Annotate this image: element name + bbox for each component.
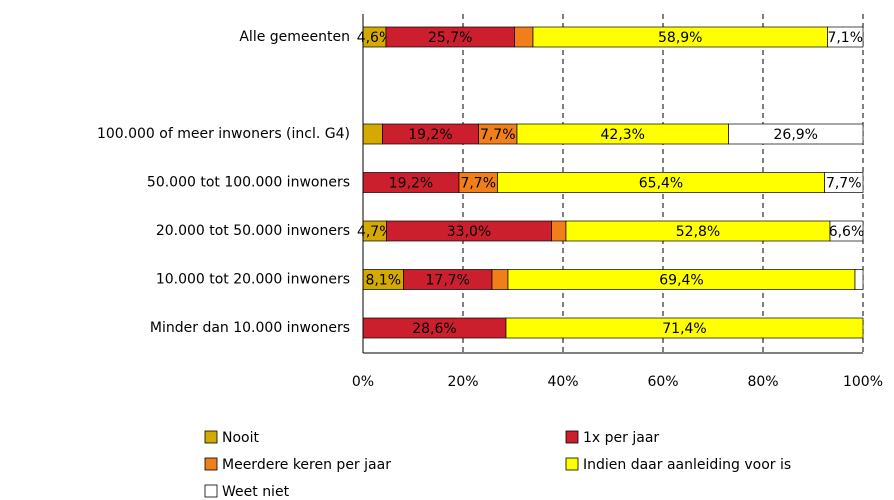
- legend-label: 1x per jaar: [583, 430, 659, 446]
- category-label: 10.000 tot 20.000 inwoners: [156, 272, 350, 288]
- bar-segment: [491, 269, 509, 290]
- bar-segment: [362, 123, 383, 145]
- legend-label: Weet niet: [222, 484, 290, 500]
- category-label: 100.000 of meer inwoners (incl. G4): [97, 126, 350, 142]
- legend-swatch: [204, 484, 218, 498]
- legend-label: Indien daar aanleiding voor is: [583, 457, 791, 473]
- data-label: 4,7%: [357, 224, 393, 240]
- data-label: 28,6%: [412, 321, 456, 337]
- data-label: 7,7%: [826, 176, 862, 192]
- bar-segment: [514, 26, 534, 48]
- legend-swatch: [565, 457, 579, 471]
- data-label: 4,6%: [357, 30, 393, 46]
- data-label: 7,7%: [460, 176, 496, 192]
- data-label: 65,4%: [639, 176, 683, 192]
- legend-swatch: [204, 430, 218, 444]
- category-label: 20.000 tot 50.000 inwoners: [156, 223, 350, 239]
- bar-segment: [829, 220, 864, 242]
- x-tick-label: 60%: [647, 374, 678, 390]
- category-label: 50.000 tot 100.000 inwoners: [147, 175, 350, 191]
- data-label: 42,3%: [601, 127, 645, 143]
- x-tick-label: 20%: [447, 374, 478, 390]
- data-label: 7,7%: [480, 127, 516, 143]
- data-label: 8,1%: [365, 273, 401, 289]
- category-label: Alle gemeenten: [239, 29, 350, 45]
- data-label: 52,8%: [676, 224, 720, 240]
- legend-label: Meerdere keren per jaar: [222, 457, 391, 473]
- data-label: 19,2%: [389, 176, 433, 192]
- data-label: 71,4%: [662, 321, 706, 337]
- data-label: 19,2%: [408, 127, 452, 143]
- data-label: 58,9%: [658, 30, 702, 46]
- legend-swatch: [565, 430, 579, 444]
- bar-segment: [854, 269, 864, 290]
- bar-segment: [728, 123, 864, 145]
- x-tick-label: 40%: [547, 374, 578, 390]
- data-label: 26,9%: [774, 127, 818, 143]
- legend-label: Nooit: [222, 430, 259, 446]
- data-label: 69,4%: [659, 273, 703, 289]
- x-tick-label: 80%: [747, 374, 778, 390]
- data-label: 6,6%: [829, 224, 865, 240]
- x-tick-label: 0%: [352, 374, 374, 390]
- bar-segment: [505, 317, 864, 339]
- legend-swatch: [204, 457, 218, 471]
- data-label: 33,0%: [447, 224, 491, 240]
- data-label: 17,7%: [426, 273, 470, 289]
- x-tick-label: 100%: [843, 374, 883, 390]
- bar-segment: [827, 26, 864, 48]
- data-label: 25,7%: [428, 30, 472, 46]
- bar-segment: [551, 220, 567, 242]
- bar-segment: [824, 172, 864, 193]
- category-label: Minder dan 10.000 inwoners: [150, 320, 350, 336]
- data-label: 7,1%: [827, 30, 863, 46]
